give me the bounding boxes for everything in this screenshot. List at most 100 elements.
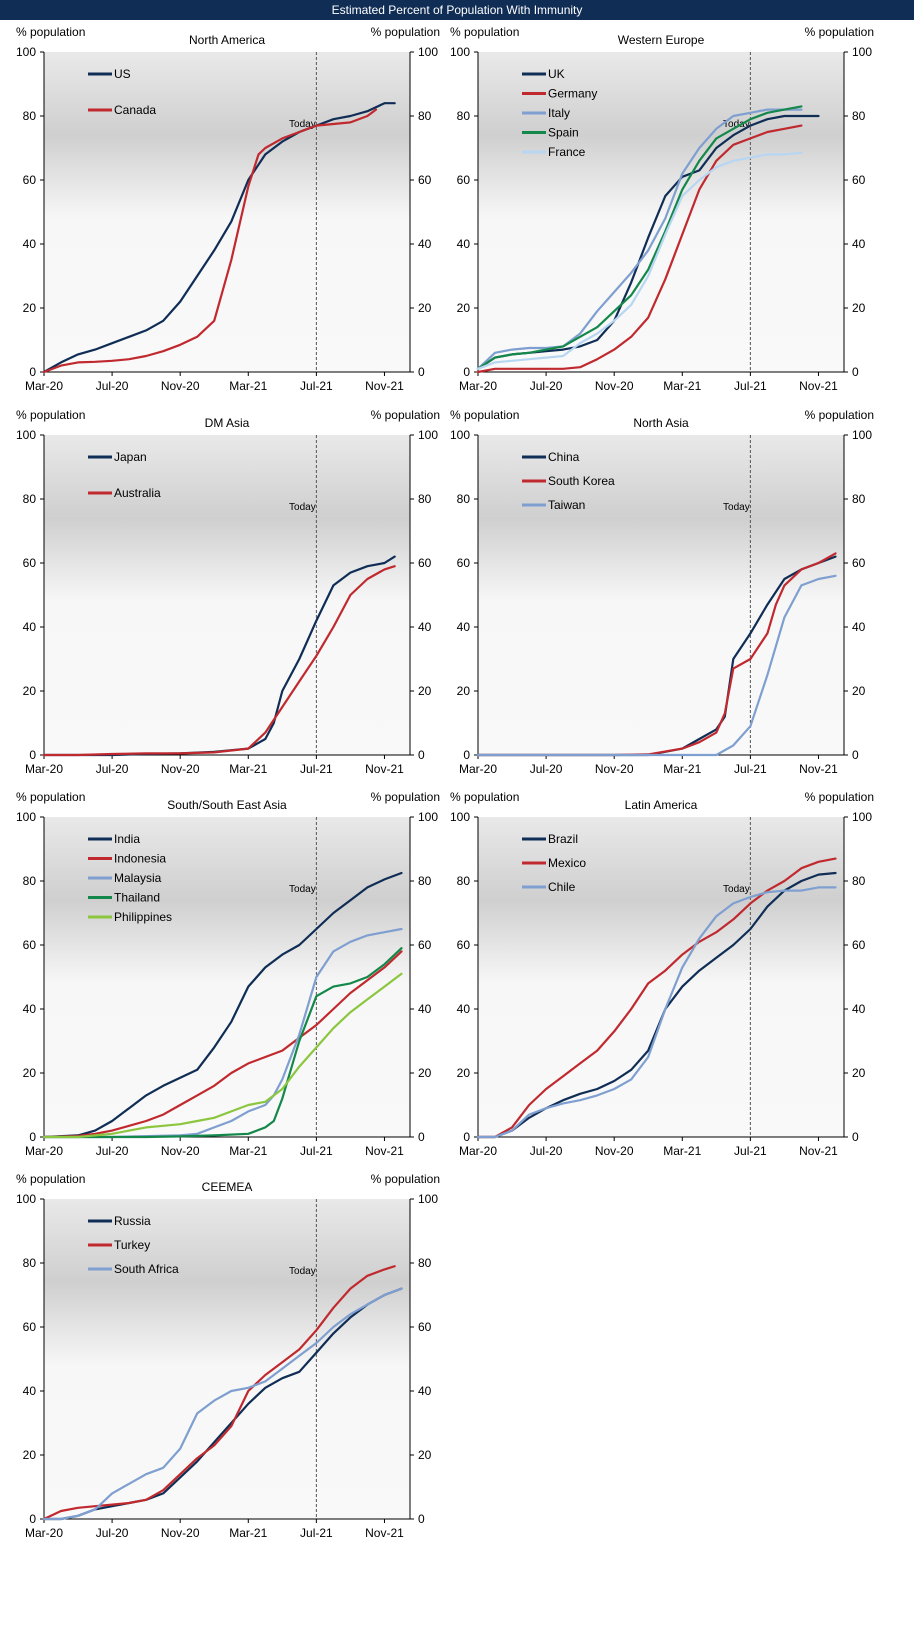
x-tick-label: Mar-20 [25,379,63,393]
series-line-france [476,151,803,370]
series-line-canada [42,108,378,374]
y-tick-label-right: 80 [418,874,432,888]
y-tick-label-right: 60 [852,938,866,952]
x-tick-label: Mar-21 [229,762,267,776]
report-title: Estimated Percent of Population With Imm… [0,0,914,20]
series-line-taiwan [476,574,837,757]
y-tick-label-left: 60 [457,173,471,187]
plot-area [44,1199,410,1519]
chart-title: North Asia [633,416,689,430]
y-tick-label-left: 0 [463,365,470,379]
chart-panel: CEEMEA % population % population 0 0 20 20 40 40… [16,1172,440,1540]
x-tick-label: Jul-21 [734,762,767,776]
series-line-south-korea [476,552,837,757]
plot-area [478,52,844,372]
y-tick-label-right: 100 [418,45,438,59]
x-tick-label: Nov-20 [161,1144,200,1158]
x-tick-label: Nov-21 [365,1526,404,1540]
plot-area [478,817,844,1137]
y-tick-label-left: 40 [457,620,471,634]
today-label: Today [289,119,316,130]
y-tick-label-left: 60 [23,938,37,952]
legend-label: Germany [548,87,597,101]
x-tick-label: Jul-21 [734,1144,767,1158]
series-line-russia [42,1287,403,1521]
chart-panel: DM Asia % population % population 0 0 20 20 40 4… [16,408,440,776]
y-tick-label-left: 40 [23,1384,37,1398]
legend-label: UK [548,67,565,81]
legend-label: South Africa [114,1262,179,1276]
x-tick-label: Jul-21 [300,1526,333,1540]
chart-panel: North Asia % population % population 0 0 20 20… [450,408,874,776]
legend-label: Brazil [548,832,578,846]
y-tick-label-left: 60 [23,173,37,187]
x-tick-label: Mar-20 [25,1526,63,1540]
y-axis-label-right: % population [371,790,440,804]
y-tick-label-right: 20 [418,1066,432,1080]
y-tick-label-left: 40 [23,1002,37,1016]
y-tick-label-left: 100 [16,1192,36,1206]
legend-label: Italy [548,106,570,120]
y-tick-label-left: 60 [457,556,471,570]
y-tick-label-right: 60 [852,173,866,187]
y-axis-label-left: % population [16,1172,85,1186]
x-tick-label: Jul-20 [96,1526,129,1540]
x-tick-label: Nov-21 [799,1144,838,1158]
y-tick-label-left: 20 [457,1066,471,1080]
today-label: Today [723,119,750,130]
x-tick-label: Mar-20 [459,379,497,393]
y-tick-label-right: 40 [852,1002,866,1016]
chart-title: South/South East Asia [167,798,287,812]
y-tick-label-right: 80 [852,492,866,506]
y-tick-label-left: 0 [29,1130,36,1144]
x-tick-label: Nov-20 [161,379,200,393]
x-tick-label: Jul-20 [530,762,563,776]
x-tick-label: Mar-20 [25,762,63,776]
x-tick-label: Mar-21 [663,762,701,776]
y-axis-label-left: % population [450,25,519,39]
y-tick-label-left: 100 [16,428,36,442]
x-tick-label: Mar-21 [663,379,701,393]
legend-label: Australia [114,486,161,500]
x-tick-label: Mar-21 [229,1526,267,1540]
x-tick-label: Jul-20 [530,1144,563,1158]
chart-title: North America [189,33,265,47]
y-tick-label-left: 40 [457,1002,471,1016]
y-tick-label-right: 0 [852,1130,859,1144]
x-tick-label: Jul-20 [96,762,129,776]
series-line-south-africa [42,1287,403,1521]
legend-label: Taiwan [548,498,585,512]
plot-area [44,817,410,1137]
x-tick-label: Jul-20 [530,379,563,393]
y-tick-label-left: 60 [23,556,37,570]
y-tick-label-right: 0 [418,1512,425,1526]
y-tick-label-right: 20 [852,301,866,315]
legend-label: Chile [548,880,576,894]
y-axis-label-left: % population [16,25,85,39]
y-tick-label-right: 80 [418,109,432,123]
x-tick-label: Nov-20 [595,762,634,776]
y-tick-label-right: 0 [852,748,859,762]
y-axis-label-right: % population [371,1172,440,1186]
chart-panel: Western Europe % population % population 0 0… [450,25,874,393]
x-tick-label: Nov-21 [799,379,838,393]
y-axis-label-right: % population [371,25,440,39]
y-tick-label-right: 0 [852,365,859,379]
y-tick-label-right: 60 [418,556,432,570]
x-tick-label: Jul-21 [300,379,333,393]
y-tick-label-left: 20 [23,1066,37,1080]
y-tick-label-right: 0 [418,1130,425,1144]
y-tick-label-right: 0 [418,748,425,762]
y-tick-label-left: 100 [16,45,36,59]
x-tick-label: Nov-21 [365,379,404,393]
series-line-chile [476,886,837,1139]
plot-area [44,52,410,372]
y-tick-label-left: 60 [23,1320,37,1334]
chart-title: Latin America [625,798,698,812]
legend-label: Japan [114,450,147,464]
today-label: Today [289,502,316,513]
chart-title: DM Asia [205,416,250,430]
y-tick-label-right: 40 [418,620,432,634]
y-axis-label-right: % population [805,25,874,39]
plot-area [44,435,410,755]
